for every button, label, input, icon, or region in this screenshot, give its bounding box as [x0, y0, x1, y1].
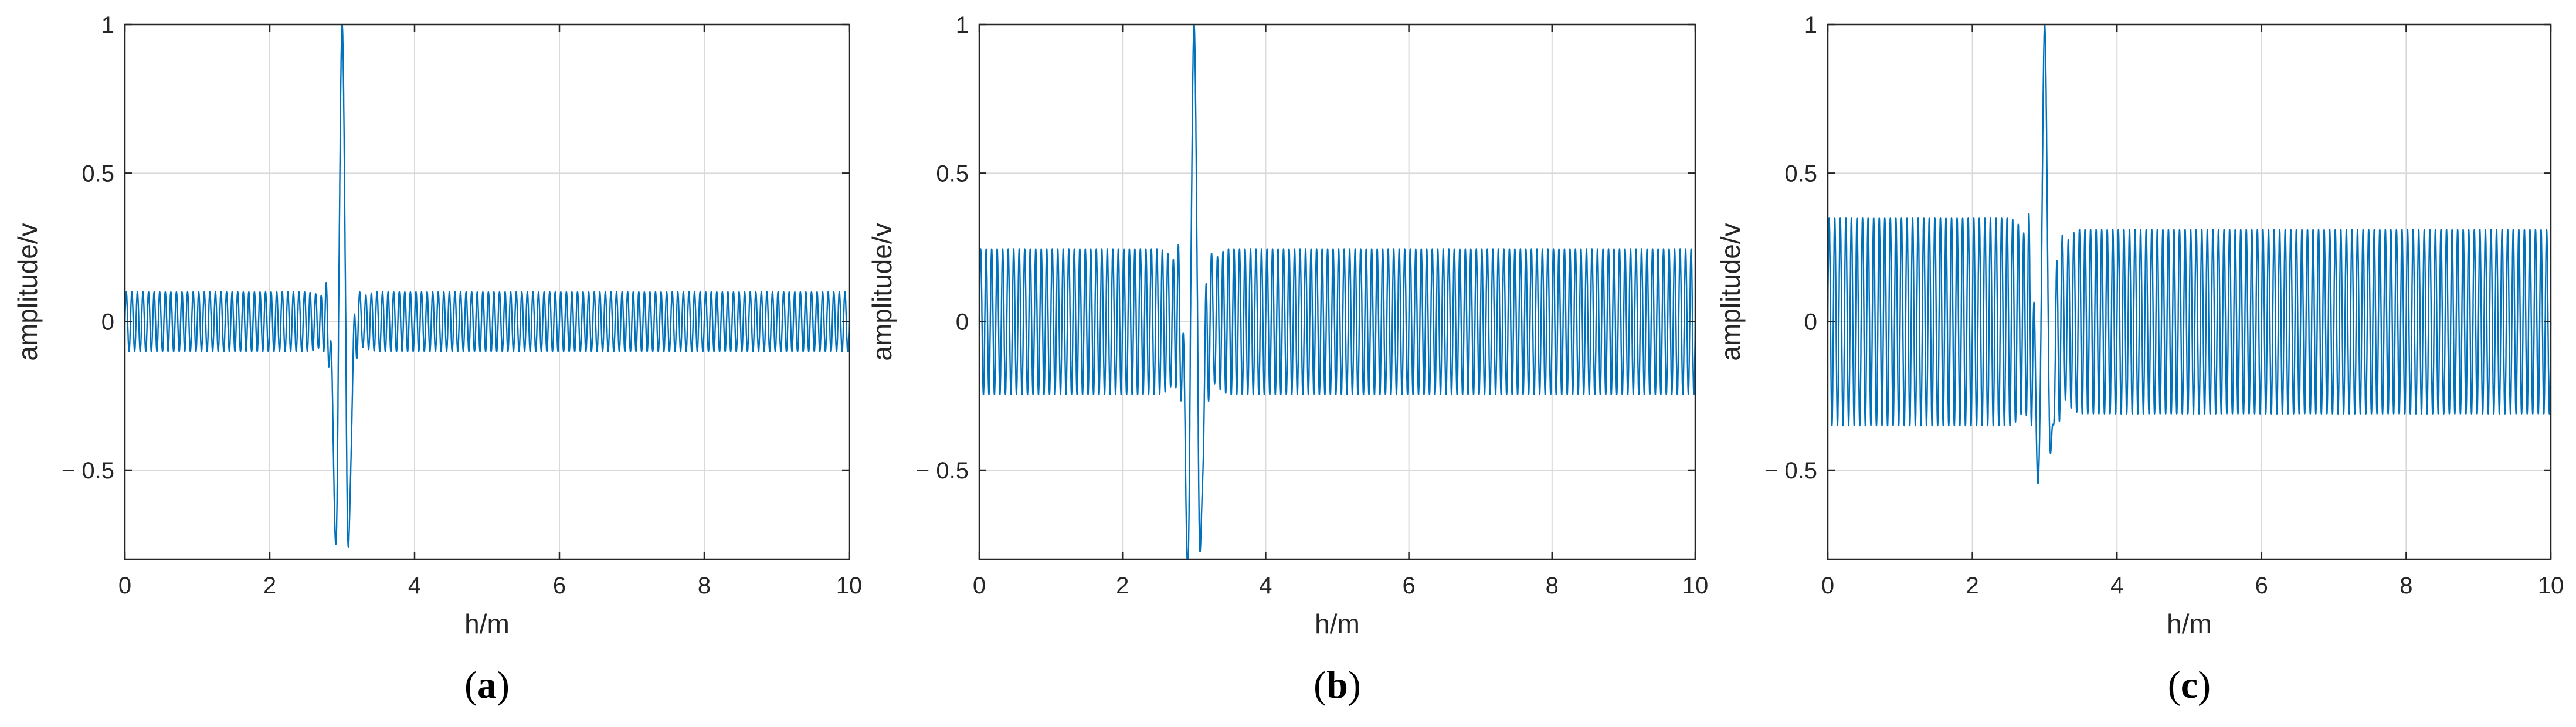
y-tick-label: 0 [1804, 310, 1817, 335]
x-axis-label: h/m [464, 609, 510, 639]
x-tick-label: 6 [553, 573, 566, 599]
x-tick-label: 6 [2255, 573, 2268, 599]
chart-panel-c: 0 2 4 6 8 10 − 0.5 0 0.5 1 h/m amplitude/v (c) [1715, 12, 2564, 706]
y-tick-label: 0 [101, 310, 114, 335]
x-tick-label: 0 [1821, 573, 1834, 599]
y-tick-label: 0.5 [1784, 161, 1817, 186]
y-tick-label: 1 [1804, 12, 1817, 38]
axes-box [978, 23, 1696, 560]
x-tick-label: 8 [1546, 573, 1559, 599]
x-tick-label: 2 [1966, 573, 1978, 599]
y-tick-label: − 0.5 [1764, 458, 1817, 484]
x-tick-label: 6 [1402, 573, 1415, 599]
chart-panel-b: 0 2 4 6 8 10 − 0.5 0 0.5 1 h/m amplitude/v (b) [867, 12, 1708, 706]
x-axis-label: h/m [1315, 609, 1360, 639]
x-axis-label: h/m [2167, 609, 2212, 639]
chart-panel-a: 0 2 4 6 8 10 − 0.5 0 0.5 1 h/m amplitude/v (a) [12, 12, 862, 706]
plot-area [125, 25, 849, 559]
x-tick-label: 4 [2110, 573, 2123, 599]
y-axis-label: amplitude/v [12, 223, 43, 361]
axes-box [124, 23, 850, 560]
y-tick-label: 0.5 [82, 161, 114, 186]
x-tick-label: 10 [2538, 573, 2564, 599]
x-tick-label: 8 [2399, 573, 2412, 599]
axes-box [1827, 23, 2552, 560]
series-line-a [124, 23, 850, 548]
series-line-c [1827, 23, 2552, 485]
series-line-b [978, 23, 1696, 560]
panel-label-letter: b [1326, 664, 1348, 706]
y-tick-label: − 0.5 [916, 458, 969, 484]
x-tick-label: 2 [1116, 573, 1129, 599]
panel-label: (b) [1314, 664, 1361, 706]
y-tick-label: 0.5 [936, 161, 969, 186]
y-tick-label: 1 [956, 12, 969, 38]
y-axis-label: amplitude/v [1715, 223, 1746, 361]
panel-label-letter: a [477, 664, 497, 706]
x-tick-label: 10 [836, 573, 863, 599]
x-tick-label: 0 [118, 573, 131, 599]
x-tick-label: 4 [1259, 573, 1272, 599]
y-axis-label: amplitude/v [867, 223, 897, 361]
panel-label: (a) [464, 664, 510, 706]
x-tick-label: 10 [1682, 573, 1709, 599]
x-tick-label: 4 [408, 573, 421, 599]
x-tick-label: 2 [263, 573, 276, 599]
x-tick-label: 0 [973, 573, 986, 599]
y-tick-label: 0 [956, 310, 969, 335]
x-tick-label: 8 [698, 573, 711, 599]
panel-label-letter: c [2181, 664, 2198, 706]
y-tick-label: 1 [101, 12, 114, 38]
y-tick-label: − 0.5 [62, 458, 114, 484]
panel-label: (c) [2168, 664, 2211, 706]
